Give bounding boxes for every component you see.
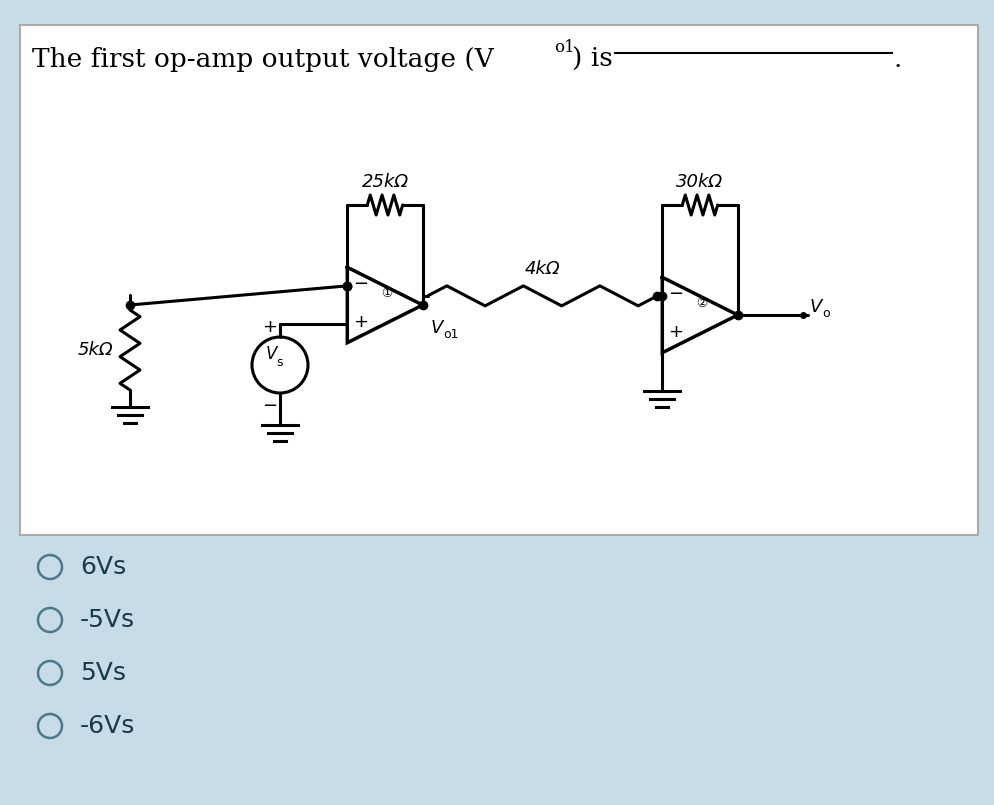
Text: −: − (668, 285, 683, 303)
Text: The first op-amp output voltage (V: The first op-amp output voltage (V (32, 47, 493, 72)
Text: s: s (275, 356, 282, 369)
Text: 25kΩ: 25kΩ (361, 173, 409, 191)
Text: +: + (261, 318, 276, 336)
Text: o: o (822, 307, 829, 320)
Text: 5kΩ: 5kΩ (78, 341, 113, 359)
Text: V: V (809, 298, 821, 316)
Text: 5Vs: 5Vs (80, 661, 126, 685)
Text: ②: ② (696, 297, 707, 310)
Text: ①: ① (381, 287, 393, 300)
Text: −: − (353, 275, 368, 293)
Text: V: V (430, 319, 442, 337)
Text: ) is: ) is (572, 47, 612, 72)
Text: V: V (265, 345, 277, 363)
Text: o1: o1 (554, 39, 575, 56)
Text: o1: o1 (443, 328, 459, 341)
Text: 30kΩ: 30kΩ (676, 173, 723, 191)
Text: −: − (261, 397, 277, 415)
Text: .: . (892, 47, 901, 72)
Text: 6Vs: 6Vs (80, 555, 126, 579)
Text: -6Vs: -6Vs (80, 714, 135, 738)
FancyBboxPatch shape (20, 25, 977, 535)
Text: +: + (353, 313, 368, 331)
Text: 4kΩ: 4kΩ (524, 260, 560, 278)
Text: +: + (668, 323, 683, 341)
Text: -5Vs: -5Vs (80, 608, 135, 632)
